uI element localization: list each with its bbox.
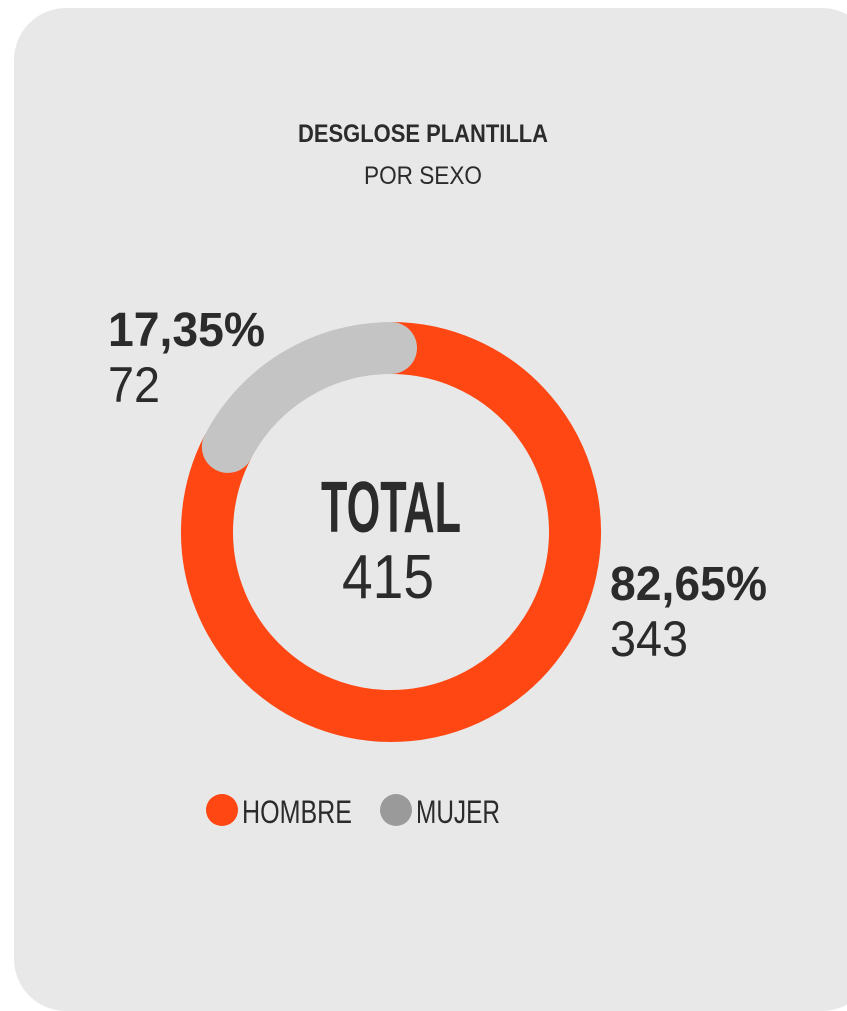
legend-swatch [380,794,412,826]
chart-subtitle: POR SEXO [364,162,482,190]
value-label: 82,65% [610,558,767,611]
count-label: 343 [610,611,688,667]
donut-segment [181,322,601,742]
legend-swatch [206,794,238,826]
donut-segment [201,322,417,473]
chart-title: DESGLOSE PLANTILLA [298,120,548,148]
legend-label: MUJER [416,794,500,830]
count-label: 72 [108,357,160,413]
center-label: TOTAL [321,468,461,548]
value-label: 17,35% [108,304,265,357]
legend-label: HOMBRE [242,794,352,830]
center-total: 415 [342,543,434,612]
card-background [14,8,847,1011]
